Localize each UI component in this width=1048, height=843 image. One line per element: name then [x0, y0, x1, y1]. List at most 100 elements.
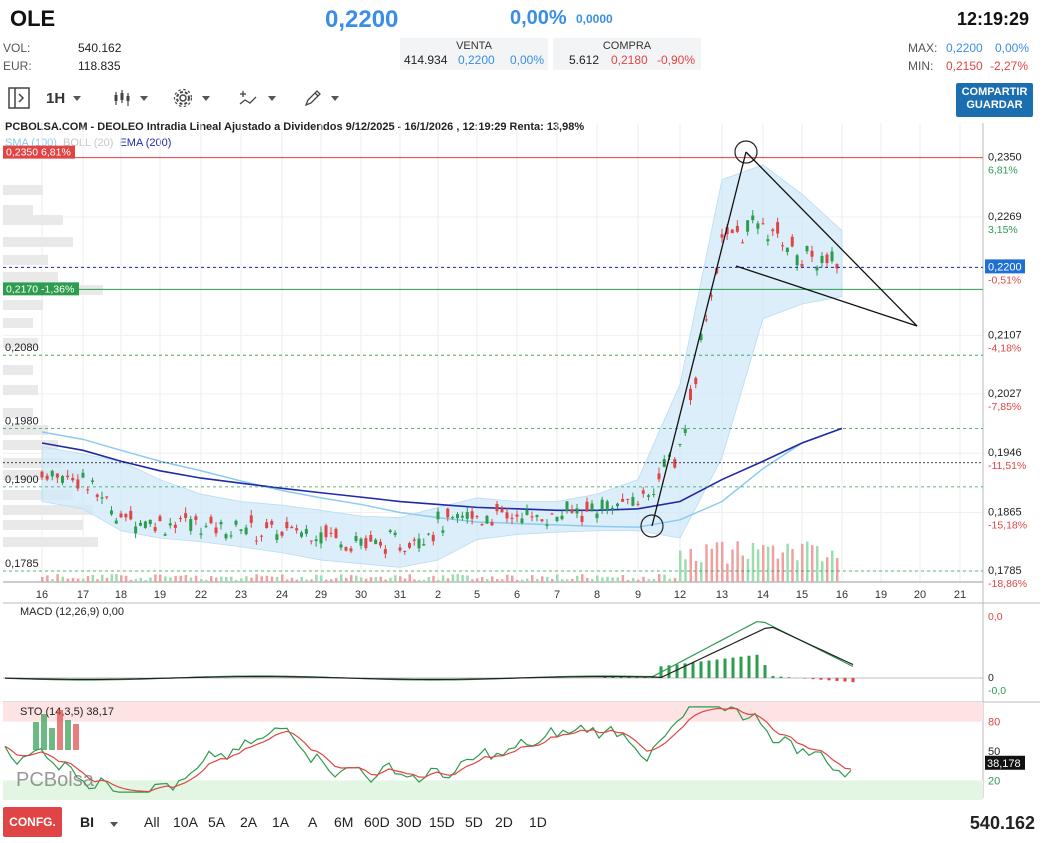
candle-body	[530, 516, 534, 518]
range-60d[interactable]: 60D	[364, 814, 390, 830]
range-6m[interactable]: 6M	[334, 814, 354, 830]
volume-bar	[260, 576, 263, 582]
volume-bar	[194, 575, 198, 582]
chart-type-select[interactable]	[112, 86, 148, 110]
candle-body	[505, 512, 509, 519]
volume-bar	[437, 579, 440, 582]
volume-bar	[736, 541, 739, 582]
volume-bar	[541, 576, 544, 582]
settings-select[interactable]	[172, 86, 210, 110]
candle-body	[214, 527, 218, 534]
volume-bar	[506, 574, 509, 582]
candle-body	[403, 551, 407, 553]
price-chart[interactable]: 16 17 18 19 22 23 24 29 30 31 2 5 6 7 8 9 12 13 14 15 16 19 20…	[0, 120, 1048, 800]
candle-body	[76, 479, 80, 489]
candle-body	[417, 538, 421, 549]
chevron-down-icon	[202, 95, 210, 101]
volume-profile-bar	[3, 385, 38, 395]
volume-bar	[647, 579, 650, 582]
chevron-down-icon	[110, 822, 118, 827]
config-button[interactable]: CONFG.	[3, 807, 62, 837]
candle-body	[520, 518, 524, 524]
macd-histogram-bar	[851, 678, 855, 683]
macd-signal-line	[4, 626, 854, 680]
sell-pct: 0,00%	[510, 53, 545, 67]
range-5a[interactable]: 5A	[208, 814, 226, 830]
range-a[interactable]: A	[308, 814, 318, 830]
mode-select[interactable]: BI	[80, 814, 118, 830]
volume-bar	[51, 579, 54, 582]
share-save-button[interactable]: COMPARTIR GUARDAR	[956, 83, 1033, 117]
indicators-select[interactable]	[238, 86, 276, 110]
volume-bar	[466, 575, 469, 582]
volume-bar	[606, 576, 609, 582]
range-1a[interactable]: 1A	[272, 814, 290, 830]
range-15d[interactable]: 15D	[429, 814, 455, 830]
candle-body	[699, 333, 703, 340]
ticker-symbol: OLE	[10, 6, 56, 31]
volume-bar	[836, 558, 839, 582]
candle-body	[631, 497, 635, 506]
interval-select[interactable]: 1H	[46, 86, 82, 110]
volume-bar	[831, 550, 834, 582]
candle-body	[580, 515, 584, 522]
candle-body	[535, 515, 539, 517]
range-30d[interactable]: 30D	[396, 814, 422, 830]
volume-bar	[340, 574, 343, 582]
buy-qty: 5.612	[569, 53, 600, 67]
candle-body	[45, 475, 49, 480]
candle-body	[689, 388, 692, 401]
y-tick-pct: 6,81%	[988, 165, 1018, 177]
volume-bar	[791, 549, 794, 582]
volume-bar	[731, 549, 734, 582]
range-2a[interactable]: 2A	[240, 814, 258, 830]
legend-ema: EMA (200)	[119, 137, 172, 149]
volume-bar	[586, 577, 589, 582]
sidebar-toggle-button[interactable]	[7, 86, 31, 110]
volume-bar	[210, 576, 213, 582]
volume-bar	[705, 544, 708, 582]
macd-histogram-bar	[723, 658, 727, 678]
candle-body	[55, 473, 59, 478]
candle-body	[244, 527, 248, 535]
volume-bar	[679, 550, 682, 582]
volume-bar	[546, 576, 549, 582]
volume-bar	[129, 579, 133, 582]
candle-body	[194, 516, 198, 520]
range-5d[interactable]: 5D	[465, 814, 483, 830]
buy-title: COMPRA	[602, 40, 652, 52]
candle-body	[652, 493, 656, 495]
candle-body	[815, 266, 819, 271]
volume-bar	[556, 574, 559, 582]
trendline-lower	[735, 265, 918, 327]
volume-profile-bar	[3, 300, 43, 310]
macd-histogram-bar	[731, 657, 735, 678]
volume-bar	[295, 579, 299, 582]
volume-bar	[46, 575, 49, 582]
volume-profile-bar	[3, 237, 73, 247]
range-all[interactable]: All	[144, 814, 160, 830]
volume-bar	[621, 575, 625, 582]
candle-body	[300, 532, 303, 537]
candle-body	[555, 516, 559, 522]
x-tick-label: 9	[635, 589, 641, 601]
range-1d[interactable]: 1D	[529, 814, 547, 830]
candle-body	[500, 508, 504, 513]
candle-body	[460, 515, 464, 518]
range-2d[interactable]: 2D	[495, 814, 513, 830]
drawing-tools-select[interactable]	[303, 86, 339, 110]
volume-bar	[364, 578, 368, 582]
macd-histogram-bar	[619, 676, 623, 678]
macd-histogram-bar	[611, 676, 615, 678]
range-10a[interactable]: 10A	[173, 814, 198, 830]
macd-tick: 0,0	[988, 611, 1003, 623]
watermark-logo: PCBolsa	[16, 769, 95, 791]
x-tick-label: 29	[315, 589, 327, 601]
volume-bar	[501, 579, 504, 582]
volume-bar	[821, 561, 824, 582]
quote-header: OLE 0,2200 0,00% 0,0000 12:19:29 VOL: 54…	[0, 0, 1048, 78]
logo-bar	[65, 720, 71, 750]
volume-bar	[486, 579, 489, 582]
candle-body	[168, 523, 172, 526]
candle-body	[344, 547, 348, 551]
